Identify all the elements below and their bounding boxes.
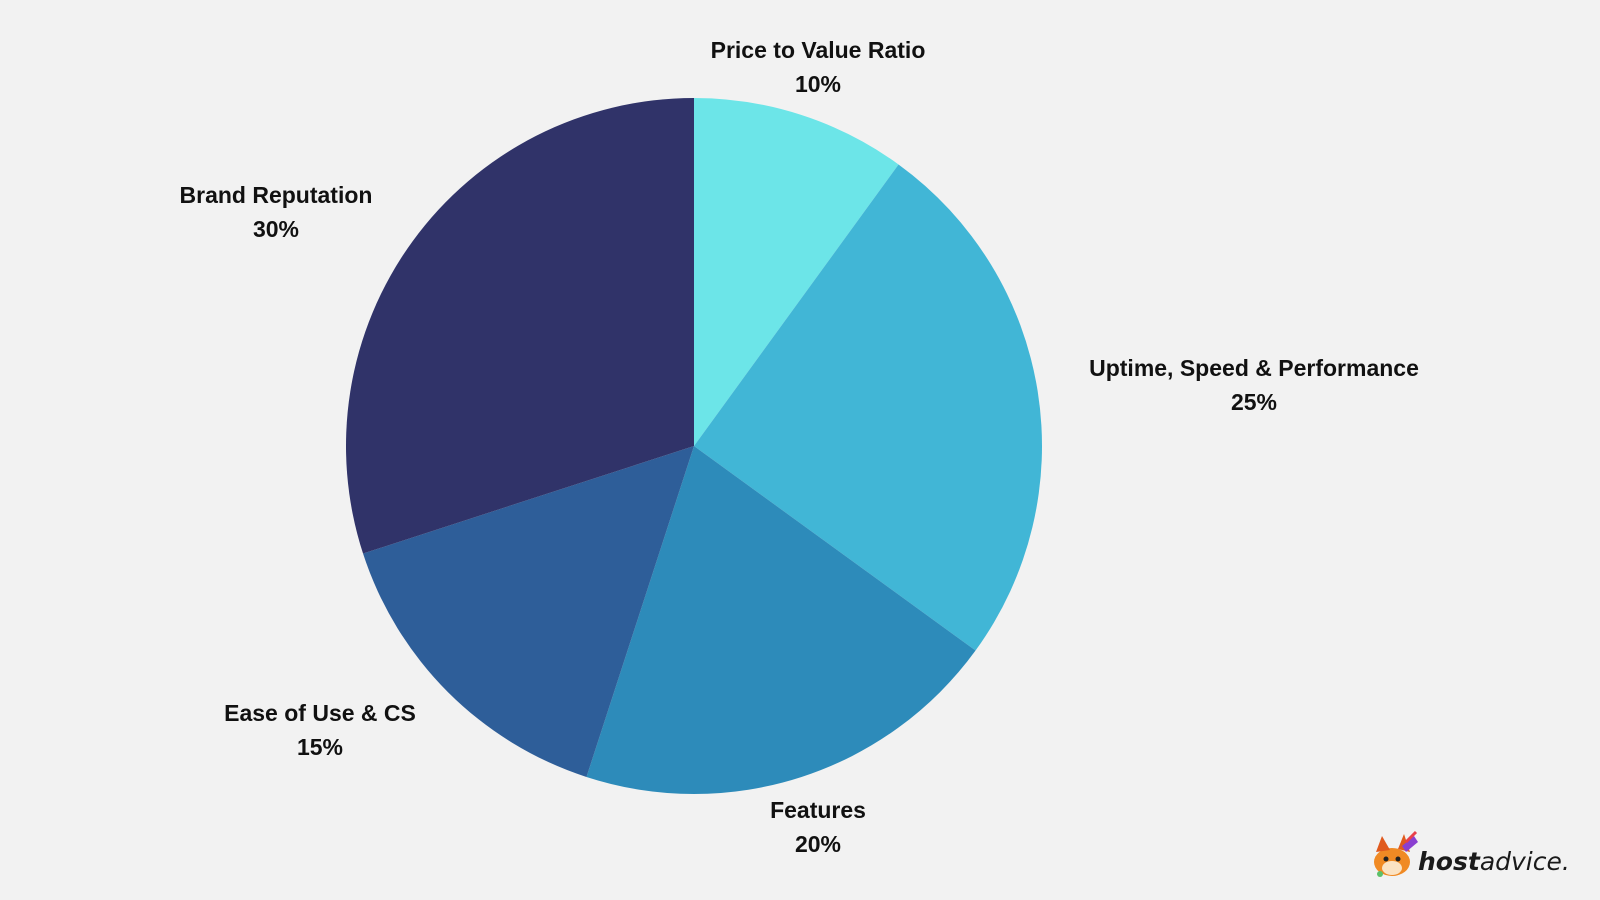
pie-label-value: 30%	[253, 216, 299, 242]
brand-name-rest: advice.	[1480, 847, 1570, 876]
pie-label-name: Uptime, Speed & Performance	[1089, 355, 1419, 381]
pie-label-name: Ease of Use & CS	[224, 700, 416, 726]
pie-label-value: 20%	[795, 831, 841, 857]
pie-label-name: Features	[770, 797, 866, 823]
pie-label-value: 10%	[795, 71, 841, 97]
pie-label-name: Brand Reputation	[180, 182, 373, 208]
brand-wordmark: hostadvice.	[1418, 847, 1570, 876]
pie-labels: Price to Value Ratio 10% Uptime, Speed & P…	[180, 37, 1419, 857]
brand-name-strong: host	[1418, 847, 1481, 876]
pie-label-uptime-speed-performance: Uptime, Speed & Performance 25%	[1089, 355, 1419, 415]
pie-slices	[345, 98, 1043, 795]
hostadvice-logo: hostadvice.	[1374, 830, 1570, 877]
pie-label-value: 25%	[1231, 389, 1277, 415]
pie-slice-uptime-speed-performance	[694, 164, 1043, 651]
pie-label-features: Features 20%	[770, 797, 866, 857]
fox-mascot-icon	[1374, 830, 1418, 877]
pie-slice-price-to-value-ratio	[694, 98, 899, 446]
pie-label-name: Price to Value Ratio	[711, 37, 926, 63]
pie-label-ease-of-use-cs: Ease of Use & CS 15%	[224, 700, 416, 760]
pie-label-brand-reputation: Brand Reputation 30%	[180, 182, 373, 242]
pie-slice-features	[586, 446, 976, 795]
pie-label-value: 15%	[297, 734, 343, 760]
pie-label-price-to-value-ratio: Price to Value Ratio 10%	[711, 37, 926, 97]
pie-slice-ease-of-use-cs	[363, 446, 694, 777]
pie-slice-brand-reputation	[345, 98, 694, 554]
